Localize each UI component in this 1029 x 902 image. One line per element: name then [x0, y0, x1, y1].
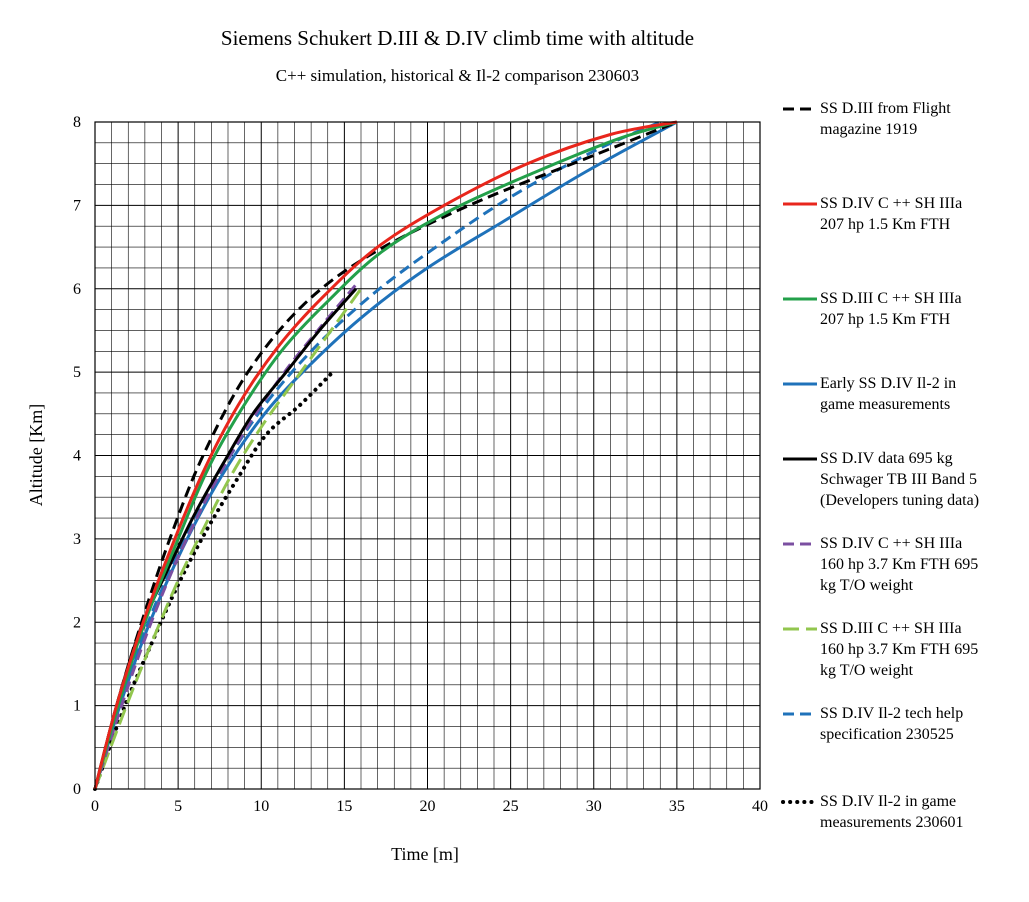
legend-label: SS D.IV data 695 kg Schwager TB III Band… — [820, 450, 980, 509]
x-tick-label: 0 — [91, 798, 99, 815]
legend-swatch — [783, 542, 817, 546]
legend-swatch — [783, 382, 817, 386]
legend-label: SS D.III C ++ SH IIIa 207 hp 1.5 Km FTH — [820, 290, 962, 328]
x-axis-label: Time [m] — [391, 844, 459, 864]
y-tick-label: 2 — [73, 614, 81, 631]
legend-label: SS D.IV C ++ SH IIIa 160 hp 3.7 Km FTH 6… — [820, 535, 979, 594]
y-tick-label: 4 — [73, 448, 81, 465]
y-tick-label: 3 — [73, 531, 81, 548]
legend-label: SS D.III C ++ SH IIIa 160 hp 3.7 Km FTH … — [820, 620, 979, 679]
series-line-3 — [93, 120, 678, 790]
series-line-9 — [93, 370, 335, 791]
y-tick-label: 1 — [73, 698, 81, 715]
legend-swatch — [783, 627, 817, 631]
legend-label: Early SS D.IV Il-2 in game measurements — [820, 375, 957, 413]
x-tick-label: 40 — [752, 798, 768, 815]
y-tick-label: 5 — [73, 364, 81, 381]
series-line-2 — [93, 120, 678, 790]
x-tick-label: 20 — [420, 798, 436, 815]
legend-swatch — [783, 202, 817, 206]
x-tick-label: 25 — [503, 798, 519, 815]
x-tick-label: 15 — [336, 798, 352, 815]
series-line-8 — [93, 120, 661, 790]
legend-label: SS D.IV C ++ SH IIIa 207 hp 1.5 Km FTH — [820, 195, 963, 233]
legend-swatch — [783, 712, 817, 716]
x-tick-label: 5 — [174, 798, 182, 815]
x-tick-label: 30 — [586, 798, 602, 815]
series-line-7 — [93, 287, 363, 790]
x-tick-label: 35 — [669, 798, 685, 815]
y-tick-label: 0 — [73, 781, 81, 798]
y-tick-label: 6 — [73, 281, 81, 298]
legend-label: SS D.III from Flight magazine 1919 — [820, 100, 951, 138]
legend-swatch — [783, 457, 817, 461]
series-line-1 — [93, 120, 678, 790]
y-tick-label: 8 — [73, 114, 81, 131]
plot-border — [94, 121, 761, 790]
series-lines — [93, 120, 678, 791]
legend-label: SS D.IV Il-2 tech help specification 230… — [820, 705, 964, 743]
axes: 0 5 10 15 20 25 30 35 40 0 1 2 3 4 5 6 7 8 — [73, 114, 768, 815]
legend-swatch — [783, 297, 817, 301]
x-tick-label: 10 — [253, 798, 269, 815]
chart-subtitle: C++ simulation, historical & Il-2 compar… — [275, 66, 640, 85]
y-axis-label: Altitude [Km] — [26, 404, 46, 506]
legend-swatch — [783, 107, 817, 111]
legend-swatch — [781, 800, 819, 804]
legend-label: SS D.IV Il-2 in game measurements 230601 — [820, 793, 964, 831]
series-line-6 — [93, 283, 358, 790]
y-tick-label: 7 — [73, 197, 81, 214]
chart-title: Siemens Schukert D.III & D.IV climb time… — [220, 26, 695, 50]
